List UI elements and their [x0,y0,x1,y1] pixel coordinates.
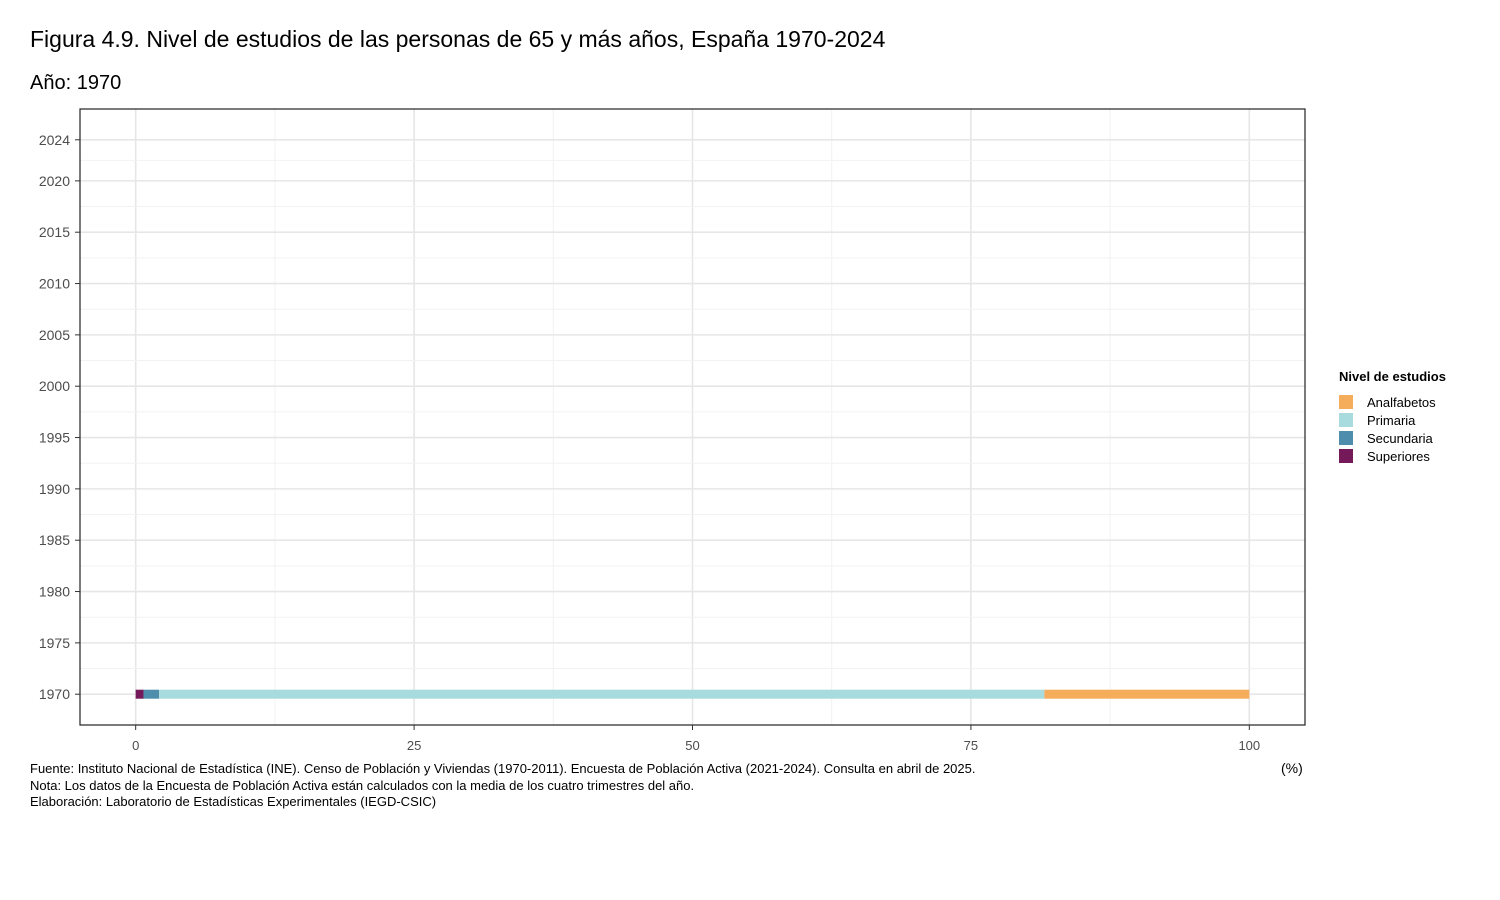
legend-swatch [1339,413,1353,427]
y-tick-label: 1995 [39,430,70,446]
y-tick-label: 1980 [39,584,70,600]
y-tick-label: 1970 [39,686,70,702]
y-tick-label: 2010 [39,276,70,292]
x-tick-label: 50 [685,738,699,753]
y-tick-label: 2000 [39,378,70,394]
x-tick-label: 100 [1238,738,1260,753]
legend-item-superiores: Superiores [1339,447,1446,465]
y-tick-label: 1975 [39,635,70,651]
legend-label: Primaria [1367,412,1416,428]
y-tick-label: 2015 [39,224,70,240]
unit-label: (%) [1281,760,1303,776]
legend-label: Secundaria [1367,430,1433,446]
source-note: Fuente: Instituto Nacional de Estadístic… [30,761,976,776]
legend-label: Analfabetos [1367,394,1436,410]
chart-notes: Fuente: Instituto Nacional de Estadístic… [30,761,975,811]
bars [135,689,1250,699]
y-tick-label: 2020 [39,173,70,189]
bar-secundaria [143,689,160,699]
bar-superiores [135,689,144,699]
bar-analfabetos [1044,689,1250,699]
y-tick-label: 2024 [39,132,70,148]
legend-swatch [1339,449,1353,463]
chart-subtitle: Año: 1970 [30,72,122,94]
grid-lines [80,109,1305,725]
legend-swatch [1339,395,1353,409]
x-tick-label: 75 [964,738,978,753]
y-tick-label: 1990 [39,481,70,497]
credit-note: Elaboración: Laboratorio de Estadísticas… [30,794,437,809]
legend-item-analfabetos: Analfabetos [1339,393,1446,411]
legend-item-secundaria: Secundaria [1339,429,1446,447]
legend-swatch [1339,431,1353,445]
x-tick-label: 0 [132,738,139,753]
bar-primaria [159,689,1045,699]
method-note: Nota: Los datos de la Encuesta de Poblac… [30,777,695,793]
axes: 0 25 50 75 100 1970 1975 1980 1985 1990 1995 2000 20… [39,132,1260,753]
y-tick-label: 1985 [39,532,70,548]
legend-title: Nivel de estudios [1339,369,1446,384]
legend-item-primaria: Primaria [1339,411,1446,429]
chart-title: Figura 4.9. Nivel de estudios de las per… [30,26,886,52]
x-tick-label: 25 [407,738,421,753]
y-tick-label: 2005 [39,327,70,343]
legend: Nivel de estudios Analfabetos Primaria S… [1339,369,1446,465]
legend-label: Superiores [1367,448,1430,464]
